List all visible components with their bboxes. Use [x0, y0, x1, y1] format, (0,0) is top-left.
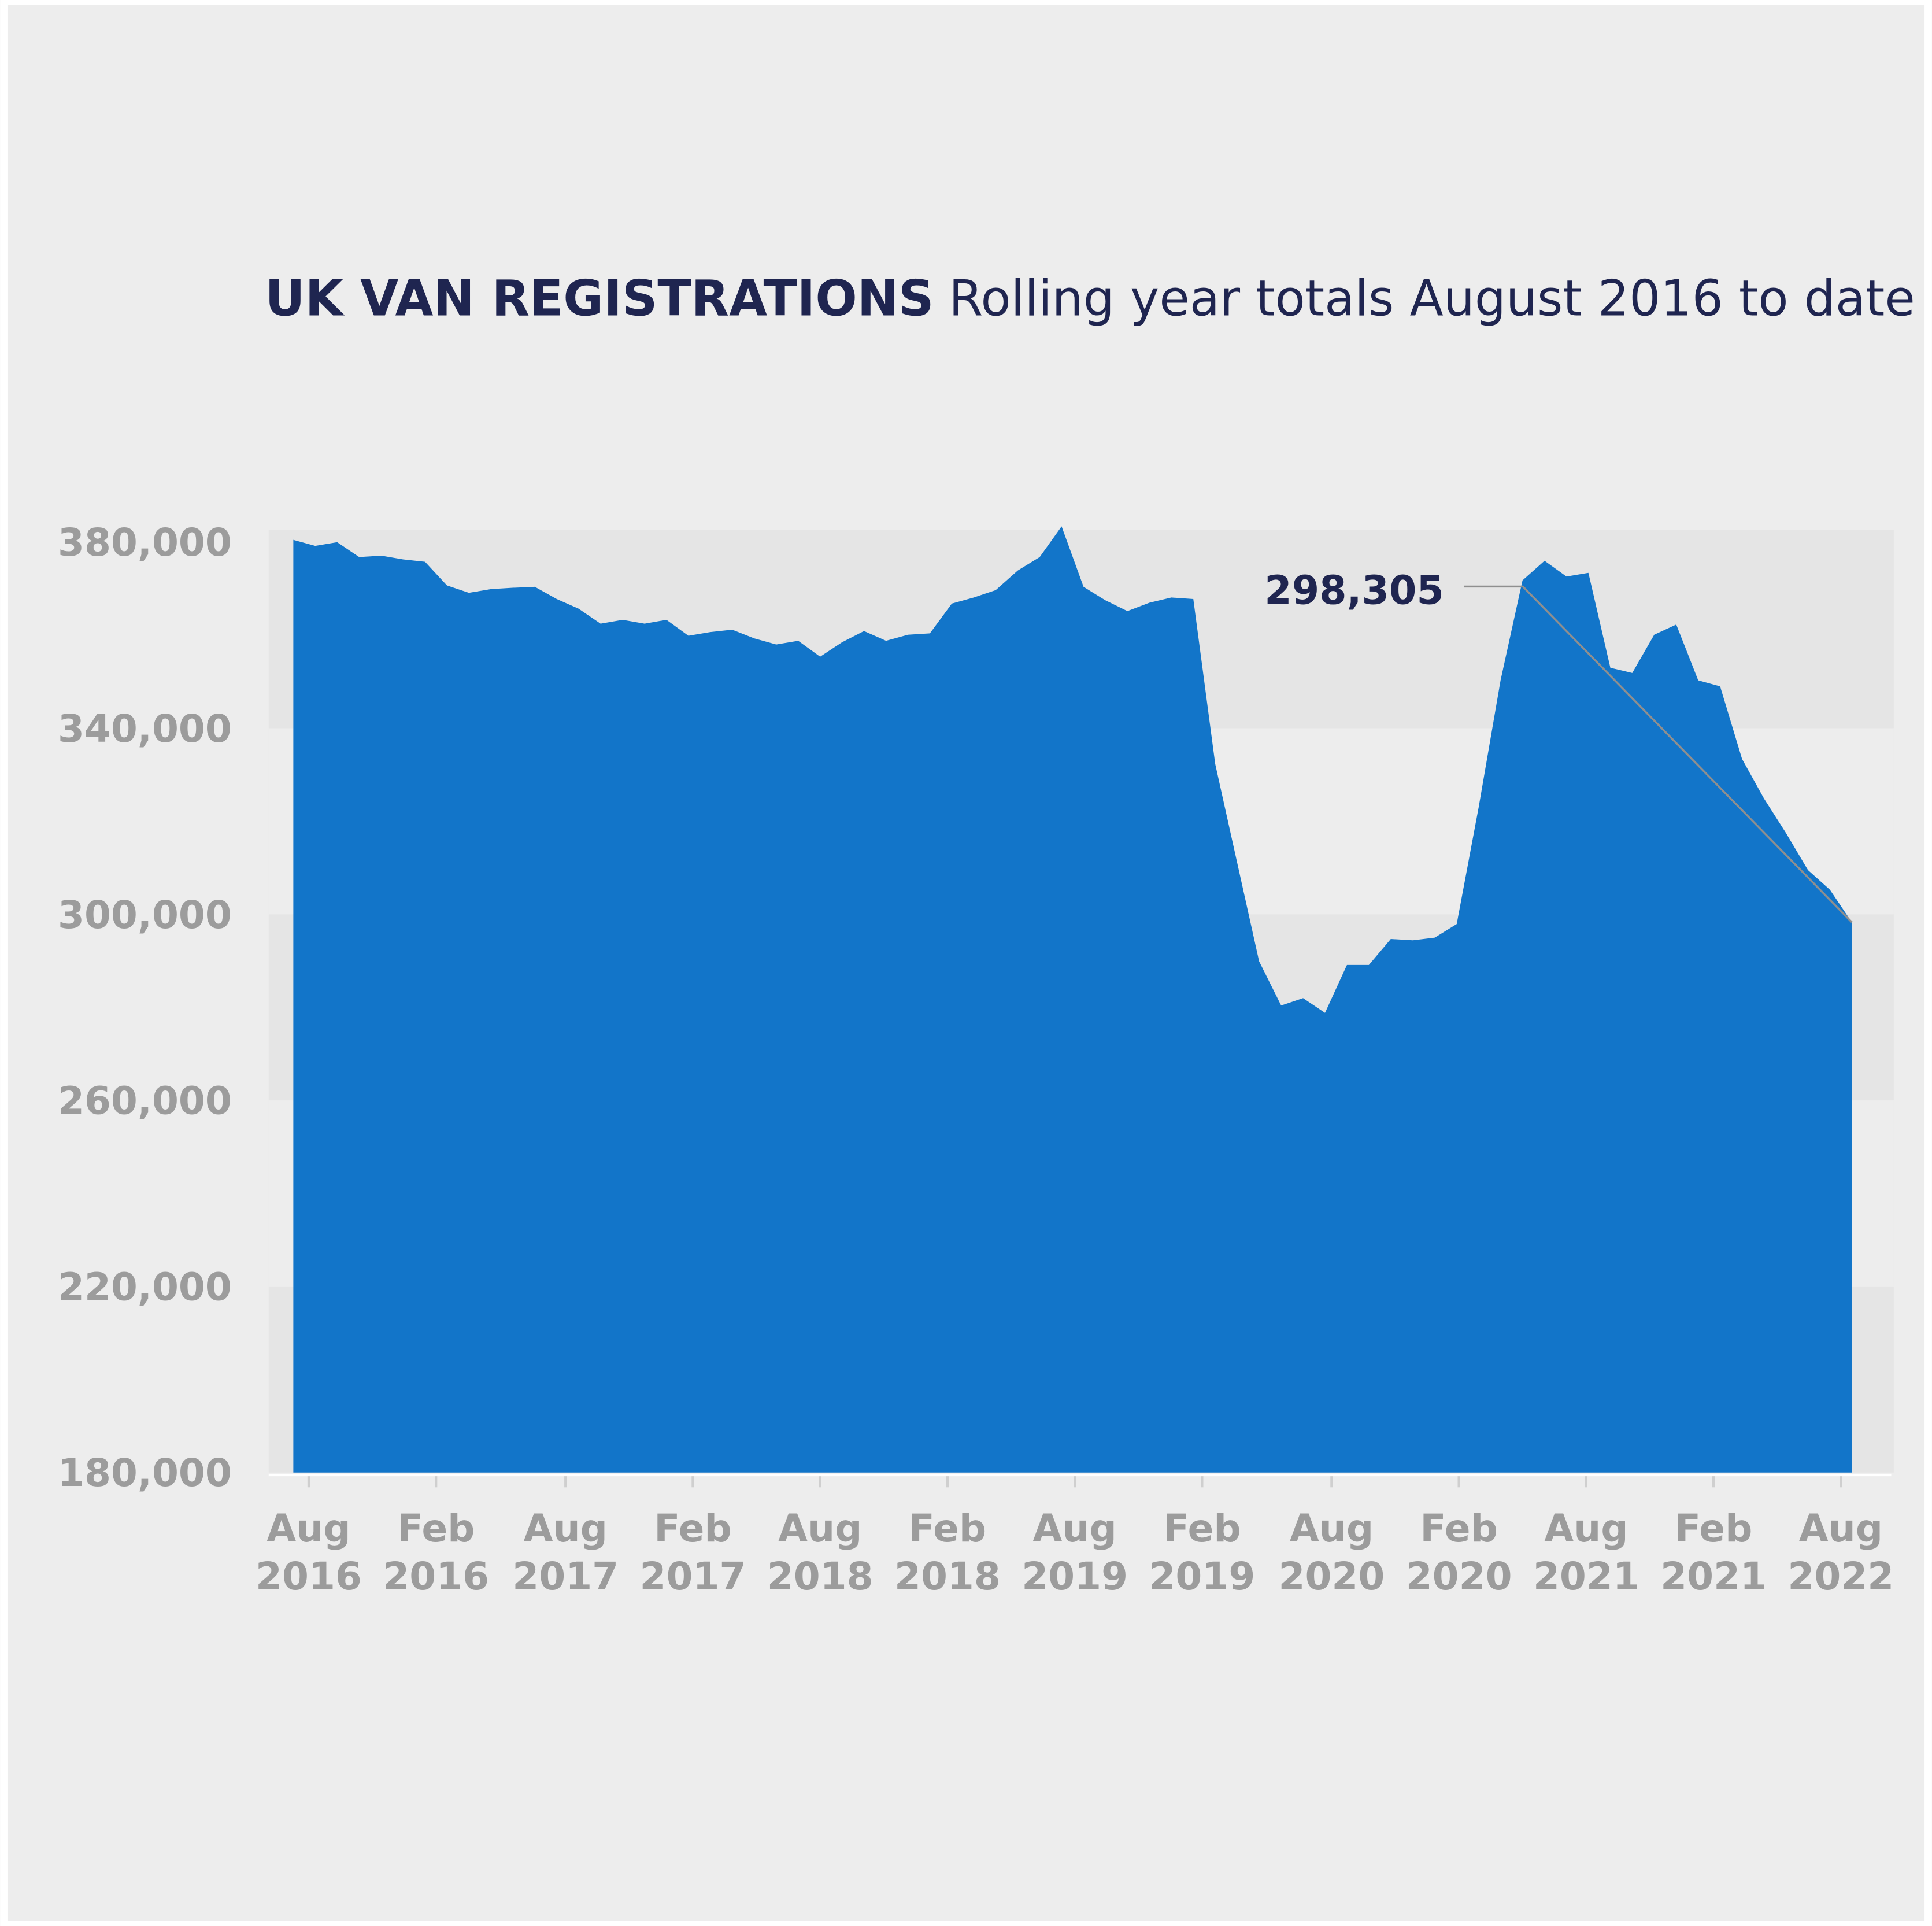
x-tick-label: Feb — [397, 1506, 475, 1551]
x-tick-label: Feb — [1675, 1506, 1753, 1551]
x-tick-label: Feb — [1163, 1506, 1241, 1551]
x-tick-label: 2017 — [640, 1554, 746, 1599]
x-tick-label: Aug — [1544, 1506, 1628, 1551]
x-tick-label: Feb — [909, 1506, 987, 1551]
x-tick-label: 2021 — [1660, 1554, 1767, 1599]
x-tick-label: 2016 — [383, 1554, 489, 1599]
x-tick-label: 2021 — [1533, 1554, 1639, 1599]
chart-heading: UK VAN REGISTRATIONS Rolling year totals … — [265, 271, 1915, 328]
x-tick-label: 2022 — [1787, 1554, 1894, 1599]
x-tick-label: 2017 — [512, 1554, 619, 1599]
chart-title: UK VAN REGISTRATIONS — [265, 271, 934, 328]
annotation: 298,305 — [1264, 568, 1444, 613]
x-tick-label: 2018 — [767, 1554, 874, 1599]
x-tick-label: Aug — [778, 1506, 862, 1551]
y-tick-label: 180,000 — [58, 1451, 232, 1495]
x-tick-label: Aug — [1032, 1506, 1116, 1551]
y-tick-label: 340,000 — [58, 707, 232, 751]
y-tick-label: 260,000 — [58, 1079, 232, 1123]
chart-subtitle: Rolling year totals August 2016 to date — [949, 271, 1915, 328]
x-tick-label: Aug — [524, 1506, 608, 1551]
y-tick-label: 300,000 — [58, 893, 232, 937]
x-tick-label: 2020 — [1406, 1554, 1512, 1599]
x-tick-label: 2020 — [1278, 1554, 1385, 1599]
x-tick-label: Feb — [1420, 1506, 1498, 1551]
x-tick-label: Aug — [1799, 1506, 1883, 1551]
y-tick-label: 220,000 — [58, 1265, 232, 1309]
x-tick-label: 2019 — [1021, 1554, 1128, 1599]
x-tick-label: 2018 — [894, 1554, 1001, 1599]
area — [293, 526, 1852, 1473]
x-tick-label: Aug — [1290, 1506, 1374, 1551]
x-tick-label: 2016 — [256, 1554, 362, 1599]
annotation-leader — [1463, 585, 1853, 923]
x-tick-label: Feb — [654, 1506, 732, 1551]
x-tick-label: Aug — [267, 1506, 350, 1551]
x-tick-label: 2019 — [1149, 1554, 1255, 1599]
y-tick-label: 380,000 — [58, 520, 232, 565]
